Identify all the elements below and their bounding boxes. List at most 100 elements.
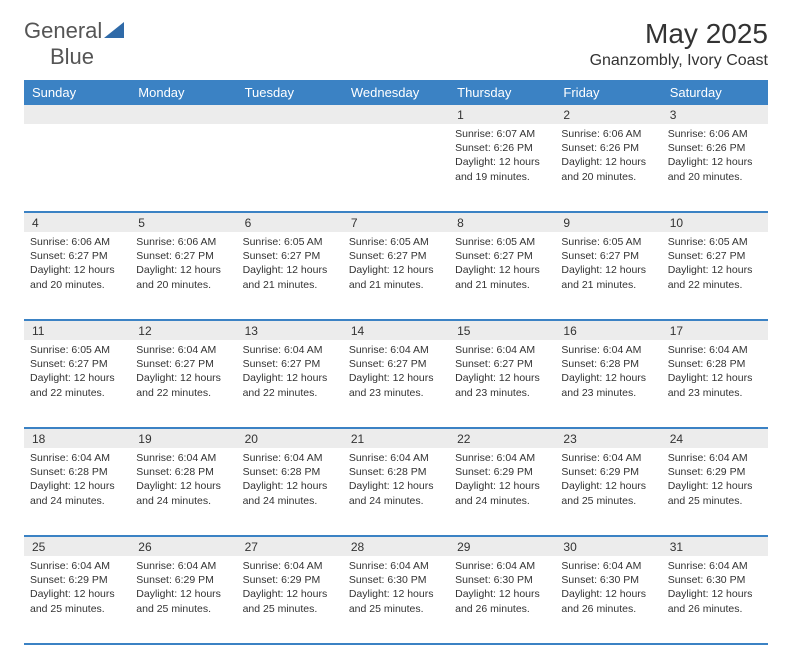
- daylight-line: Daylight: 12 hours and 21 minutes.: [349, 263, 443, 291]
- weekday-header: Monday: [130, 80, 236, 105]
- day-cell: Sunrise: 6:04 AMSunset: 6:28 PMDaylight:…: [24, 448, 130, 536]
- day-details: Sunrise: 6:04 AMSunset: 6:30 PMDaylight:…: [343, 556, 449, 620]
- day-number-cell: 2: [555, 105, 661, 124]
- weekday-header: Sunday: [24, 80, 130, 105]
- daylight-line: Daylight: 12 hours and 25 minutes.: [136, 587, 230, 615]
- sunrise-line: Sunrise: 6:04 AM: [561, 343, 655, 357]
- sunset-line: Sunset: 6:27 PM: [349, 357, 443, 371]
- brand-logo: General Blue: [24, 18, 124, 70]
- day-number-row: 45678910: [24, 212, 768, 232]
- day-number-cell: 18: [24, 428, 130, 448]
- daylight-line: Daylight: 12 hours and 22 minutes.: [243, 371, 337, 399]
- day-details: Sunrise: 6:04 AMSunset: 6:30 PMDaylight:…: [555, 556, 661, 620]
- day-cell: Sunrise: 6:04 AMSunset: 6:29 PMDaylight:…: [555, 448, 661, 536]
- sunrise-line: Sunrise: 6:04 AM: [455, 451, 549, 465]
- weekday-header: Saturday: [662, 80, 768, 105]
- day-cell: Sunrise: 6:06 AMSunset: 6:26 PMDaylight:…: [662, 124, 768, 212]
- daylight-line: Daylight: 12 hours and 24 minutes.: [455, 479, 549, 507]
- day-cell: Sunrise: 6:04 AMSunset: 6:28 PMDaylight:…: [662, 340, 768, 428]
- sunrise-line: Sunrise: 6:06 AM: [30, 235, 124, 249]
- sunrise-line: Sunrise: 6:06 AM: [668, 127, 762, 141]
- sunset-line: Sunset: 6:30 PM: [561, 573, 655, 587]
- daylight-line: Daylight: 12 hours and 24 minutes.: [243, 479, 337, 507]
- daylight-line: Daylight: 12 hours and 20 minutes.: [136, 263, 230, 291]
- sunrise-line: Sunrise: 6:06 AM: [136, 235, 230, 249]
- sunset-line: Sunset: 6:29 PM: [136, 573, 230, 587]
- sunrise-line: Sunrise: 6:04 AM: [349, 451, 443, 465]
- day-number-row: 18192021222324: [24, 428, 768, 448]
- daylight-line: Daylight: 12 hours and 26 minutes.: [561, 587, 655, 615]
- day-content-row: Sunrise: 6:04 AMSunset: 6:29 PMDaylight:…: [24, 556, 768, 644]
- day-details: Sunrise: 6:06 AMSunset: 6:27 PMDaylight:…: [130, 232, 236, 296]
- day-cell: [130, 124, 236, 212]
- sunset-line: Sunset: 6:28 PM: [349, 465, 443, 479]
- sunrise-line: Sunrise: 6:05 AM: [668, 235, 762, 249]
- day-details: Sunrise: 6:04 AMSunset: 6:29 PMDaylight:…: [237, 556, 343, 620]
- sunset-line: Sunset: 6:30 PM: [668, 573, 762, 587]
- sunrise-line: Sunrise: 6:04 AM: [243, 343, 337, 357]
- day-cell: Sunrise: 6:04 AMSunset: 6:27 PMDaylight:…: [130, 340, 236, 428]
- day-number-cell: [130, 105, 236, 124]
- day-cell: Sunrise: 6:05 AMSunset: 6:27 PMDaylight:…: [662, 232, 768, 320]
- month-title: May 2025: [590, 18, 768, 50]
- sunset-line: Sunset: 6:29 PM: [30, 573, 124, 587]
- day-details: Sunrise: 6:04 AMSunset: 6:27 PMDaylight:…: [343, 340, 449, 404]
- day-details: Sunrise: 6:04 AMSunset: 6:28 PMDaylight:…: [662, 340, 768, 404]
- day-cell: Sunrise: 6:04 AMSunset: 6:28 PMDaylight:…: [237, 448, 343, 536]
- day-cell: Sunrise: 6:06 AMSunset: 6:27 PMDaylight:…: [130, 232, 236, 320]
- sunset-line: Sunset: 6:26 PM: [561, 141, 655, 155]
- day-content-row: Sunrise: 6:04 AMSunset: 6:28 PMDaylight:…: [24, 448, 768, 536]
- weekday-header: Tuesday: [237, 80, 343, 105]
- day-details: Sunrise: 6:07 AMSunset: 6:26 PMDaylight:…: [449, 124, 555, 188]
- sunrise-line: Sunrise: 6:04 AM: [136, 559, 230, 573]
- sunset-line: Sunset: 6:27 PM: [243, 249, 337, 263]
- day-number-cell: 15: [449, 320, 555, 340]
- brand-part1: General: [24, 18, 102, 43]
- location: Gnanzombly, Ivory Coast: [590, 52, 768, 70]
- sunset-line: Sunset: 6:27 PM: [30, 357, 124, 371]
- sunset-line: Sunset: 6:28 PM: [668, 357, 762, 371]
- sunset-line: Sunset: 6:28 PM: [243, 465, 337, 479]
- sunset-line: Sunset: 6:29 PM: [668, 465, 762, 479]
- sunrise-line: Sunrise: 6:04 AM: [349, 559, 443, 573]
- day-details: Sunrise: 6:04 AMSunset: 6:29 PMDaylight:…: [555, 448, 661, 512]
- day-cell: Sunrise: 6:05 AMSunset: 6:27 PMDaylight:…: [555, 232, 661, 320]
- day-cell: [343, 124, 449, 212]
- day-cell: Sunrise: 6:04 AMSunset: 6:28 PMDaylight:…: [130, 448, 236, 536]
- day-number-cell: 23: [555, 428, 661, 448]
- day-details: Sunrise: 6:05 AMSunset: 6:27 PMDaylight:…: [237, 232, 343, 296]
- sunrise-line: Sunrise: 6:04 AM: [455, 559, 549, 573]
- day-details: Sunrise: 6:05 AMSunset: 6:27 PMDaylight:…: [24, 340, 130, 404]
- sunrise-line: Sunrise: 6:05 AM: [349, 235, 443, 249]
- sunrise-line: Sunrise: 6:04 AM: [136, 343, 230, 357]
- sunrise-line: Sunrise: 6:04 AM: [243, 559, 337, 573]
- day-number-cell: 13: [237, 320, 343, 340]
- day-number-cell: 10: [662, 212, 768, 232]
- day-number-cell: 24: [662, 428, 768, 448]
- day-cell: Sunrise: 6:04 AMSunset: 6:28 PMDaylight:…: [343, 448, 449, 536]
- daylight-line: Daylight: 12 hours and 22 minutes.: [30, 371, 124, 399]
- day-number-cell: 7: [343, 212, 449, 232]
- daylight-line: Daylight: 12 hours and 22 minutes.: [668, 263, 762, 291]
- day-number-cell: 11: [24, 320, 130, 340]
- daylight-line: Daylight: 12 hours and 25 minutes.: [30, 587, 124, 615]
- day-details: Sunrise: 6:04 AMSunset: 6:28 PMDaylight:…: [555, 340, 661, 404]
- day-number-cell: 8: [449, 212, 555, 232]
- day-number-cell: 20: [237, 428, 343, 448]
- day-number-cell: 28: [343, 536, 449, 556]
- sunrise-line: Sunrise: 6:05 AM: [455, 235, 549, 249]
- day-details: Sunrise: 6:06 AMSunset: 6:26 PMDaylight:…: [662, 124, 768, 188]
- day-cell: Sunrise: 6:04 AMSunset: 6:29 PMDaylight:…: [130, 556, 236, 644]
- day-number-row: 11121314151617: [24, 320, 768, 340]
- daylight-line: Daylight: 12 hours and 26 minutes.: [668, 587, 762, 615]
- sunset-line: Sunset: 6:27 PM: [30, 249, 124, 263]
- day-number-cell: 1: [449, 105, 555, 124]
- day-number-cell: 5: [130, 212, 236, 232]
- brand-part2: Blue: [50, 44, 94, 69]
- sunset-line: Sunset: 6:27 PM: [136, 357, 230, 371]
- day-number-cell: 31: [662, 536, 768, 556]
- sunrise-line: Sunrise: 6:04 AM: [561, 451, 655, 465]
- daylight-line: Daylight: 12 hours and 21 minutes.: [455, 263, 549, 291]
- day-details: Sunrise: 6:04 AMSunset: 6:29 PMDaylight:…: [130, 556, 236, 620]
- sunrise-line: Sunrise: 6:04 AM: [668, 343, 762, 357]
